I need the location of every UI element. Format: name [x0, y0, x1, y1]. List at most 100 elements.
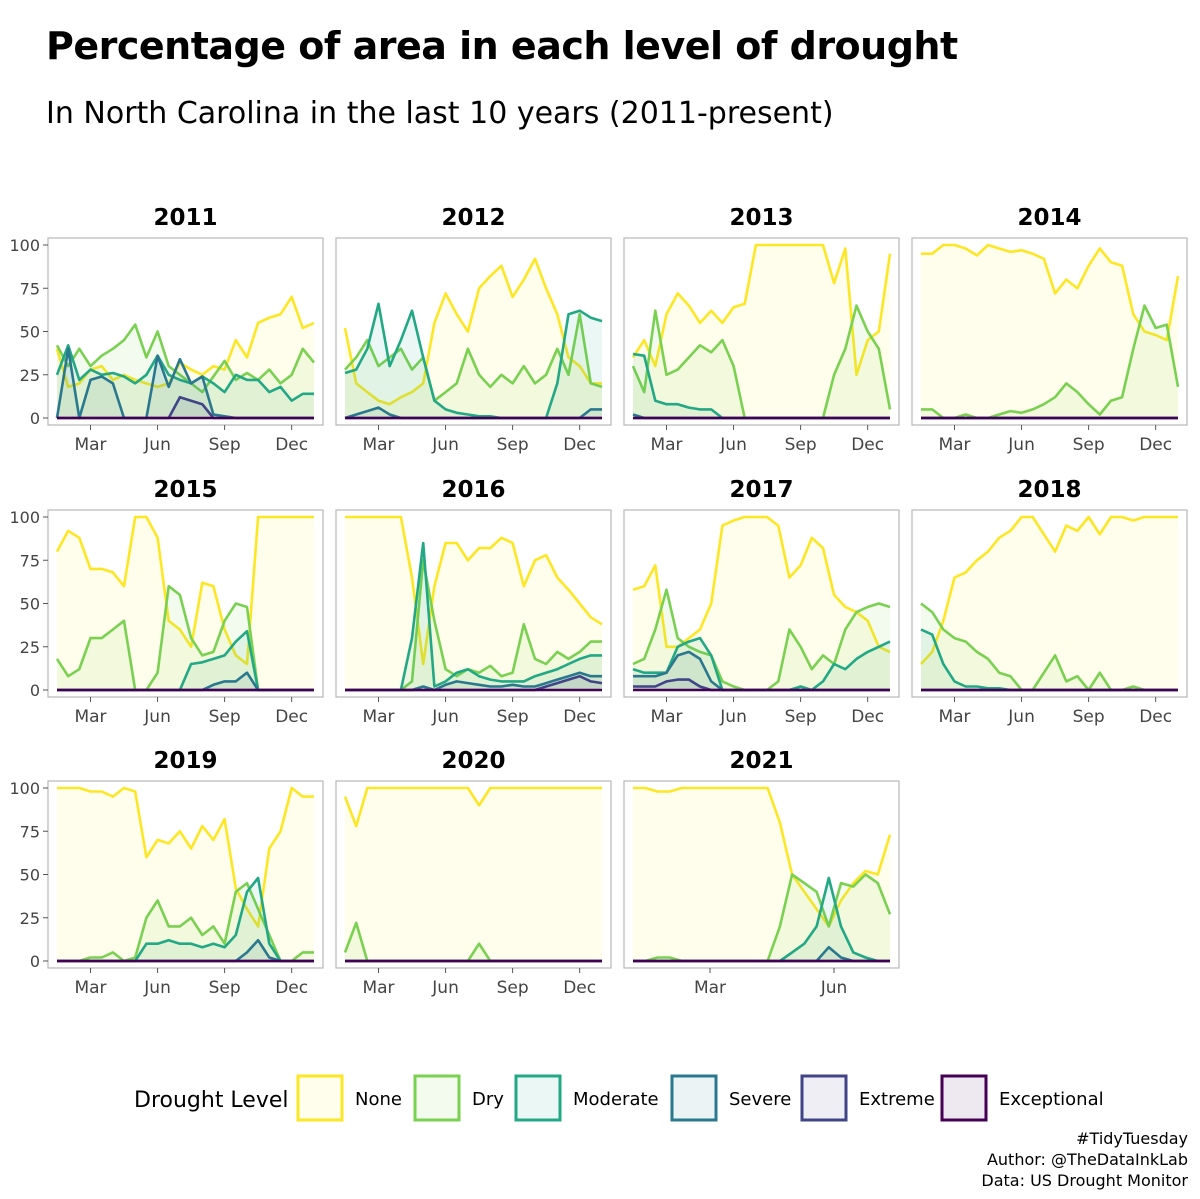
- plot-area-2015: [55, 515, 314, 692]
- area-none-2020: [345, 788, 602, 961]
- legend-key-extreme: [800, 1074, 848, 1122]
- panel-2013: 2013 Mar Jun Sep Dec: [623, 205, 900, 455]
- y-tick-label: 50: [20, 323, 40, 342]
- x-tick-label: Sep: [1073, 707, 1105, 727]
- panel-2016: 2016 Mar Jun Sep Dec: [335, 477, 612, 727]
- x-tick-label: Sep: [209, 435, 241, 455]
- x-tick-label: Mar: [362, 978, 394, 998]
- panel-title-2012: 2012: [441, 205, 505, 231]
- panel-2018: 2018 Mar Jun Sep Dec: [911, 477, 1188, 727]
- x-tick-label: Jun: [1007, 435, 1035, 455]
- line-none-2015: [55, 515, 314, 666]
- x-tick-label: Sep: [497, 435, 529, 455]
- x-tick-label: Mar: [650, 707, 682, 727]
- page-subtitle: In North Carolina in the last 10 years (…: [46, 96, 834, 131]
- panel-title-2013: 2013: [729, 205, 793, 231]
- panel-2012: 2012 Mar Jun Sep Dec: [335, 205, 612, 455]
- area-none-2012: [345, 258, 602, 418]
- x-tick-label: Sep: [785, 707, 817, 727]
- panel-title-2021: 2021: [729, 748, 793, 774]
- x-tick-label: Jun: [143, 978, 171, 998]
- line-none-2021: [633, 786, 892, 928]
- x-tick-label: Jun: [431, 707, 459, 727]
- legend-label-exceptional: Exceptional: [999, 1089, 1104, 1110]
- caption-author: Author: @TheDataInkLab: [986, 1150, 1188, 1169]
- legend-label-dry: Dry: [472, 1089, 504, 1110]
- panel-title-2014: 2014: [1017, 205, 1081, 231]
- area-moderate-2012: [345, 303, 602, 418]
- area-none-2014: [921, 245, 1178, 418]
- y-tick-label: 25: [20, 366, 40, 385]
- x-tick-label: Jun: [820, 978, 848, 998]
- area-dry-2017: [633, 589, 890, 690]
- panel-title-2017: 2017: [729, 477, 793, 503]
- plot-area-2011: [55, 295, 316, 420]
- plot-area-2016: [345, 515, 603, 692]
- panel-title-2011: 2011: [153, 205, 217, 231]
- x-tick-label: Dec: [275, 435, 308, 455]
- x-tick-label: Sep: [209, 978, 241, 998]
- y-tick-label: 75: [20, 279, 40, 298]
- area-moderate-2019: [57, 878, 314, 961]
- line-moderate-2012: [344, 302, 603, 420]
- line-none-2020: [343, 786, 602, 828]
- area-moderate-2021: [633, 878, 890, 961]
- line-dry-2018: [920, 602, 1178, 692]
- x-tick-label: Dec: [1139, 435, 1172, 455]
- panel-2020: 2020 Mar Jun Sep Dec: [335, 748, 612, 998]
- area-dry-2019: [57, 883, 314, 961]
- panel-title-2016: 2016: [441, 477, 505, 503]
- x-tick-label: Dec: [563, 978, 596, 998]
- panel-frame-2020: [335, 780, 612, 969]
- panel-2017: 2017 Mar Jun Sep Dec: [623, 477, 900, 727]
- panel-frame-2014: [911, 237, 1188, 426]
- plot-area-2014: [921, 243, 1180, 420]
- page-title: Percentage of area in each level of drou…: [46, 24, 958, 68]
- x-tick-label: Mar: [694, 978, 726, 998]
- line-none-2011: [55, 295, 315, 389]
- line-none-2019: [57, 786, 314, 928]
- line-none-2013: [631, 243, 892, 377]
- x-tick-label: Sep: [497, 707, 529, 727]
- line-none-2012: [343, 257, 602, 406]
- x-tick-label: Sep: [1073, 435, 1105, 455]
- panel-frame-2011: [47, 237, 324, 426]
- legend-key-severe: [670, 1074, 718, 1122]
- y-tick-label: 0: [30, 409, 40, 428]
- legend: Drought Level None Dry Moderate Severe Extrem…: [134, 1074, 1104, 1122]
- caption-source: Data: US Drought Monitor: [981, 1171, 1188, 1190]
- x-tick-label: Jun: [719, 435, 747, 455]
- panel-title-2019: 2019: [153, 748, 217, 774]
- x-tick-label: Dec: [1139, 707, 1172, 727]
- x-tick-label: Jun: [431, 435, 459, 455]
- plot-area-2012: [343, 257, 603, 420]
- caption-hashtag: #TidyTuesday: [1076, 1129, 1188, 1148]
- plot-area-2021: [633, 786, 892, 963]
- line-none-2016: [345, 515, 603, 666]
- area-dry-2012: [345, 314, 602, 418]
- y-tick-label: 0: [30, 681, 40, 700]
- area-moderate-2013: [633, 354, 890, 418]
- area-extreme-2017: [633, 679, 890, 690]
- area-dry-2018: [921, 603, 1178, 690]
- plot-area-2018: [920, 515, 1178, 692]
- panel-title-2018: 2018: [1017, 477, 1081, 503]
- panel-2015: 2015 0 25 50 75 100 Mar Jun Sep Dec: [9, 477, 324, 727]
- area-extreme-2011: [57, 397, 314, 418]
- area-moderate-2017: [633, 638, 890, 690]
- x-tick-label: Dec: [275, 707, 308, 727]
- area-none-2021: [633, 788, 890, 961]
- area-dry-2014: [921, 305, 1178, 418]
- x-tick-label: Dec: [563, 435, 596, 455]
- plot-area-2020: [343, 786, 602, 963]
- legend-title: Drought Level: [134, 1088, 289, 1113]
- area-none-2018: [921, 517, 1178, 690]
- area-dry-2021: [633, 874, 890, 961]
- x-tick-label: Sep: [497, 978, 529, 998]
- x-tick-label: Jun: [143, 707, 171, 727]
- area-none-2019: [57, 788, 314, 961]
- panel-2021: 2021 Mar Jun: [623, 748, 900, 998]
- plot-area-2013: [631, 243, 892, 420]
- area-dry-2015: [57, 586, 314, 690]
